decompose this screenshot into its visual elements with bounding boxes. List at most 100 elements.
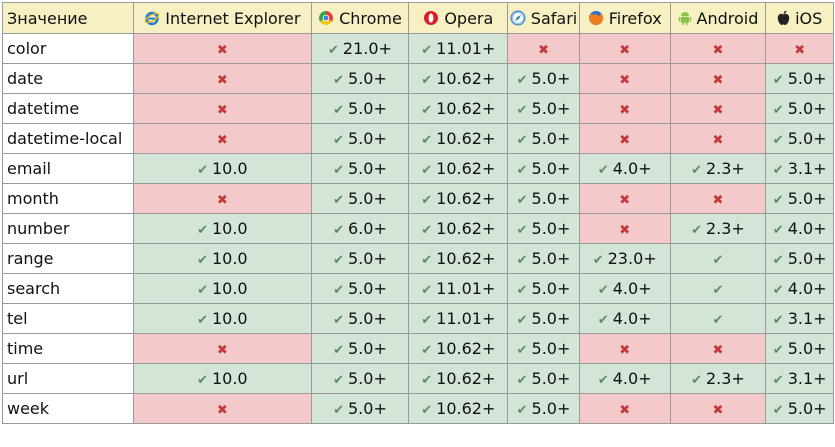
chrome-icon xyxy=(319,10,334,25)
header-row: Значение Internet Explorer Chrome xyxy=(1,2,834,34)
cell-supported-ios: ✔ 4.0+ xyxy=(765,273,834,304)
cell-unsupported-android: ✖ xyxy=(669,393,767,424)
table-row: date ✖ ✔ 5.0+ ✔ 10.62+ ✔ 5.0+ ✖ ✖ ✔ 5.0+ xyxy=(1,63,834,94)
input-type-name: date xyxy=(1,63,135,94)
version-text: 5.0+ xyxy=(531,129,571,148)
cross-icon: ✖ xyxy=(619,403,631,418)
cell-supported-android: ✔ 2.3+ xyxy=(669,363,767,394)
version-text: 10.0 xyxy=(211,249,248,268)
version-text: 5.0+ xyxy=(348,189,387,208)
cell-supported-safari: ✔ 5.0+ xyxy=(507,153,580,184)
cross-icon: ✖ xyxy=(619,343,631,358)
cross-icon: ✖ xyxy=(216,193,228,208)
version-text: 5.0+ xyxy=(531,279,571,298)
version-text: 10.62+ xyxy=(436,369,496,388)
version-text: 5.0+ xyxy=(348,279,387,298)
version-text: 5.0+ xyxy=(531,219,571,238)
version-text: 11.01+ xyxy=(436,309,496,328)
internet-explorer-icon xyxy=(144,11,160,25)
cross-icon: ✖ xyxy=(216,73,228,88)
version-text: 10.62+ xyxy=(436,99,496,118)
version-text: 10.62+ xyxy=(436,159,496,178)
check-icon: ✔ xyxy=(516,193,528,208)
check-icon: ✔ xyxy=(421,313,433,328)
version-text: 10.0 xyxy=(211,279,248,298)
cell-supported-chrome: ✔ 5.0+ xyxy=(310,303,410,334)
cell-supported-ios: ✔ 5.0+ xyxy=(765,63,834,94)
input-type-name: number xyxy=(1,213,135,244)
safari-icon xyxy=(510,10,526,25)
check-icon: ✔ xyxy=(197,253,208,268)
version-text: 6.0+ xyxy=(348,219,387,238)
input-type-name: url xyxy=(1,363,135,394)
cell-unsupported-android: ✖ xyxy=(669,123,767,154)
cross-icon: ✖ xyxy=(216,103,228,118)
cell-supported-android: ✔ 2.3+ xyxy=(669,213,767,244)
cell-supported-ios: ✔ 3.1+ xyxy=(765,153,834,184)
cross-icon: ✖ xyxy=(619,73,631,88)
check-icon: ✔ xyxy=(516,373,528,388)
version-text: 5.0+ xyxy=(348,129,387,148)
cell-supported-internet-explorer: ✔ 10.0 xyxy=(133,363,312,394)
header-chrome: Chrome xyxy=(310,2,410,34)
check-icon: ✔ xyxy=(421,193,433,208)
check-icon: ✔ xyxy=(712,313,724,328)
check-icon: ✔ xyxy=(421,223,433,238)
version-text: 4.0+ xyxy=(612,279,652,298)
opera-icon xyxy=(424,10,439,25)
check-icon: ✔ xyxy=(691,373,702,388)
cell-unsupported-android: ✖ xyxy=(669,93,767,124)
version-text: 3.1+ xyxy=(787,369,827,388)
version-text: 3.1+ xyxy=(787,159,827,178)
cell-supported-opera: ✔ 11.01+ xyxy=(408,33,509,64)
cross-icon: ✖ xyxy=(619,133,631,148)
cell-supported-opera: ✔ 10.62+ xyxy=(408,183,509,214)
cell-supported-firefox: ✔ 4.0+ xyxy=(578,273,671,304)
cell-supported-android: ✔ xyxy=(669,243,767,274)
cross-icon: ✖ xyxy=(216,403,228,418)
header-opera: Opera xyxy=(408,2,509,34)
cell-unsupported-internet-explorer: ✖ xyxy=(133,123,312,154)
cell-supported-safari: ✔ 5.0+ xyxy=(507,243,580,274)
check-icon: ✔ xyxy=(197,313,208,328)
version-text: 5.0+ xyxy=(531,159,571,178)
cell-supported-firefox: ✔ 23.0+ xyxy=(578,243,671,274)
version-text: 10.62+ xyxy=(436,399,496,418)
cell-supported-chrome: ✔ 5.0+ xyxy=(310,333,410,364)
check-icon: ✔ xyxy=(421,133,433,148)
cell-supported-safari: ✔ 5.0+ xyxy=(507,183,580,214)
version-text: 5.0+ xyxy=(787,339,827,358)
cell-unsupported-firefox: ✖ xyxy=(578,63,671,94)
table-row: number ✔ 10.0 ✔ 6.0+ ✔ 10.62+ ✔ 5.0+ ✖ ✔ 2.3+ ✔ 4.0+ xyxy=(1,213,834,244)
cross-icon: ✖ xyxy=(216,133,228,148)
version-text: 10.0 xyxy=(211,159,248,178)
version-text: 4.0+ xyxy=(787,219,827,238)
cell-supported-chrome: ✔ 6.0+ xyxy=(310,213,410,244)
cross-icon: ✖ xyxy=(712,343,724,358)
header-android: Android xyxy=(669,2,767,34)
check-icon: ✔ xyxy=(421,373,433,388)
cell-supported-opera: ✔ 10.62+ xyxy=(408,393,509,424)
input-type-name: tel xyxy=(1,303,135,334)
cell-supported-opera: ✔ 10.62+ xyxy=(408,63,509,94)
header-label: Internet Explorer xyxy=(165,8,301,28)
check-icon: ✔ xyxy=(516,403,528,418)
cell-supported-chrome: ✔ 5.0+ xyxy=(310,243,410,274)
check-icon: ✔ xyxy=(421,403,433,418)
check-icon: ✔ xyxy=(421,163,433,178)
check-icon: ✔ xyxy=(516,103,528,118)
cell-supported-ios: ✔ 4.0+ xyxy=(765,213,834,244)
table-row: time ✖ ✔ 5.0+ ✔ 10.62+ ✔ 5.0+ ✖ ✖ ✔ 5.0+ xyxy=(1,333,834,364)
version-text: 5.0+ xyxy=(531,99,571,118)
check-icon: ✔ xyxy=(772,253,784,268)
cell-supported-ios: ✔ 5.0+ xyxy=(765,333,834,364)
check-icon: ✔ xyxy=(691,163,702,178)
version-text: 4.0+ xyxy=(787,279,827,298)
check-icon: ✔ xyxy=(333,343,344,358)
cell-supported-opera: ✔ 10.62+ xyxy=(408,123,509,154)
cross-icon: ✖ xyxy=(538,43,549,58)
version-text: 21.0+ xyxy=(342,39,392,58)
check-icon: ✔ xyxy=(333,163,344,178)
version-text: 10.62+ xyxy=(436,189,496,208)
check-icon: ✔ xyxy=(333,193,344,208)
